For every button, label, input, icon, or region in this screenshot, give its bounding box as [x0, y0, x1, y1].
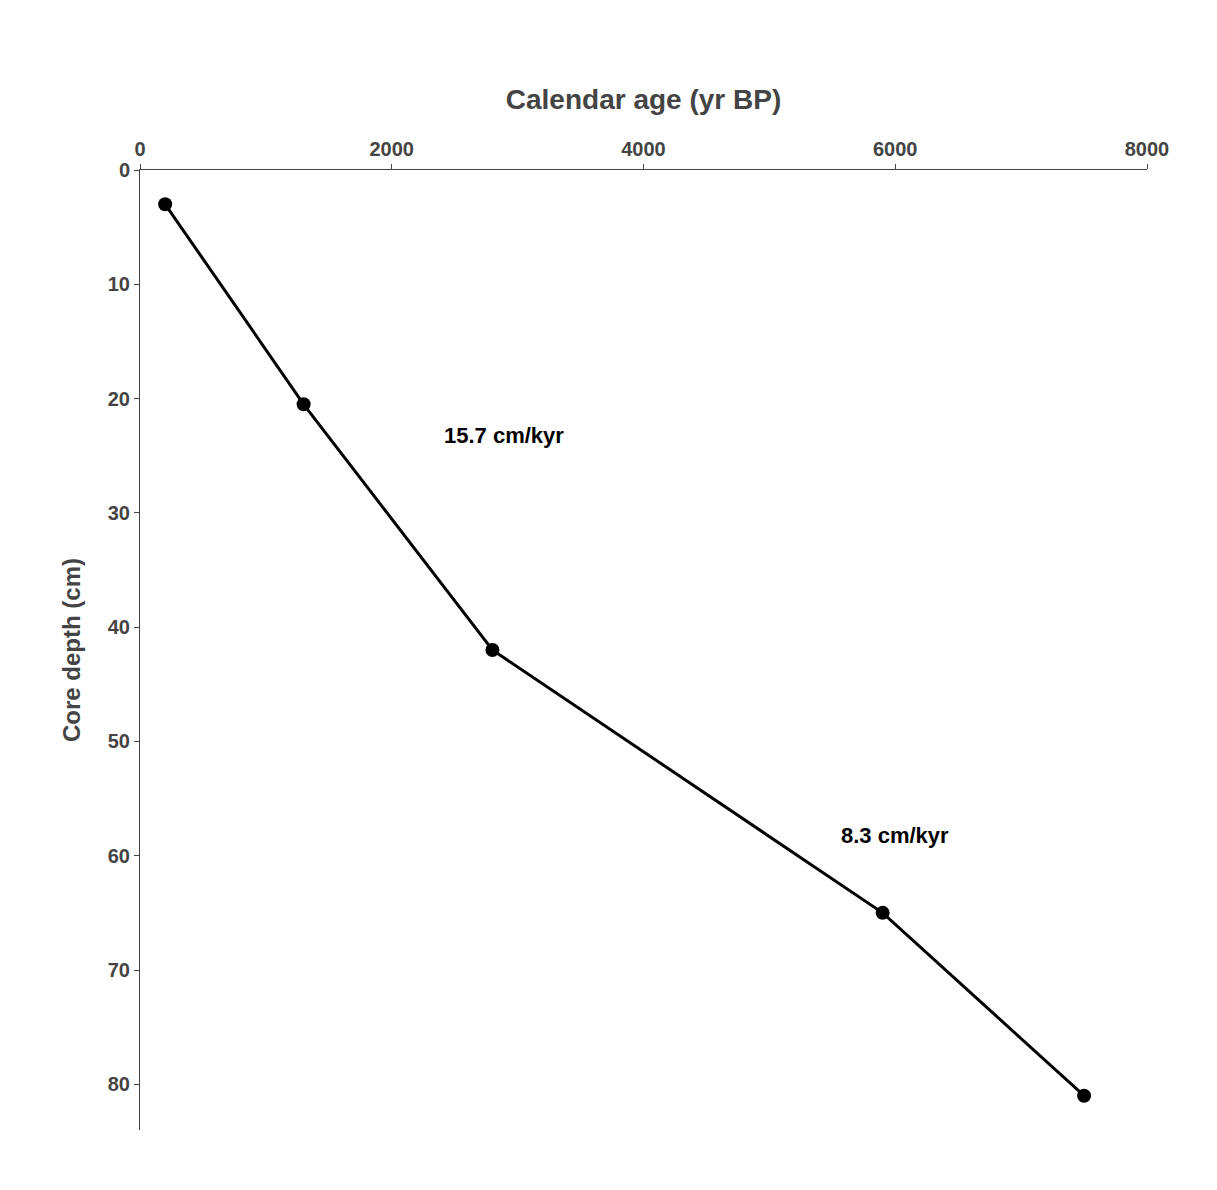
svg-text:20: 20 [108, 388, 130, 410]
svg-text:40: 40 [108, 616, 130, 638]
svg-text:30: 30 [108, 502, 130, 524]
svg-text:Core depth (cm): Core depth (cm) [58, 558, 85, 742]
svg-text:4000: 4000 [621, 138, 666, 160]
svg-text:0: 0 [119, 159, 130, 181]
svg-text:70: 70 [108, 959, 130, 981]
svg-text:50: 50 [108, 730, 130, 752]
svg-text:10: 10 [108, 273, 130, 295]
svg-text:0: 0 [134, 138, 145, 160]
svg-text:80: 80 [108, 1073, 130, 1095]
svg-text:15.7 cm/kyr: 15.7 cm/kyr [444, 423, 564, 448]
svg-text:2000: 2000 [370, 138, 415, 160]
svg-text:8000: 8000 [1125, 138, 1170, 160]
svg-text:6000: 6000 [873, 138, 918, 160]
svg-text:Calendar age (yr BP): Calendar age (yr BP) [506, 84, 781, 115]
svg-text:60: 60 [108, 845, 130, 867]
svg-text:8.3 cm/kyr: 8.3 cm/kyr [841, 823, 949, 848]
